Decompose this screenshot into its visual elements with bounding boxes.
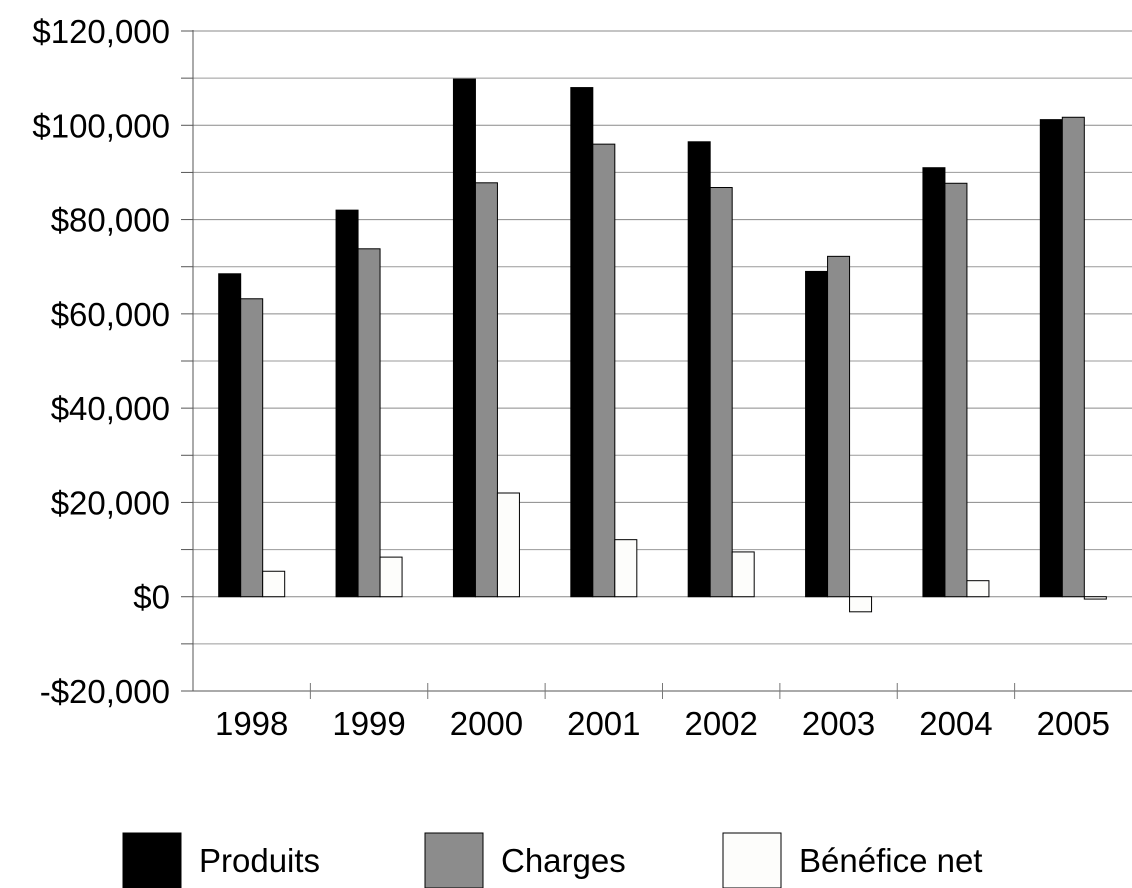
- legend-swatch: [122, 832, 182, 888]
- bar-b-n-fice-net-2002: [731, 551, 755, 598]
- x-axis: 1998 1999 2000 2001 2002 2003 2004 2005: [193, 683, 1132, 742]
- legend-label: Produits: [199, 842, 320, 879]
- x-tick-label: 2005: [1037, 705, 1110, 742]
- bar-charges-2005: [1061, 116, 1085, 598]
- bar-charges-2003: [827, 255, 851, 598]
- y-axis: -$20,000 $0 $20,000 $40,000 $60,000 $80,000 $1…: [32, 13, 194, 710]
- bar-charges-2001: [592, 143, 616, 598]
- y-tick-label: $80,000: [51, 202, 170, 239]
- x-tick-label: 2004: [919, 705, 992, 742]
- y-tick-label: $0: [133, 579, 170, 616]
- x-tick-label: 2000: [450, 705, 523, 742]
- x-tick-label: 2001: [567, 705, 640, 742]
- y-tick-label: $60,000: [51, 296, 170, 333]
- bars: [218, 78, 1107, 613]
- legend-label: Bénéfice net: [799, 842, 982, 879]
- bar-b-n-fice-net-2005: [1083, 596, 1107, 600]
- y-tick-label: $120,000: [32, 13, 170, 50]
- legend-label: Charges: [501, 842, 626, 879]
- legend-swatch: [722, 832, 782, 888]
- x-tick-label: 1999: [332, 705, 405, 742]
- x-tick-label: 2002: [684, 705, 757, 742]
- x-tick-label: 1998: [215, 705, 288, 742]
- x-tick-label: 2003: [802, 705, 875, 742]
- bar-produits-1999: [335, 209, 359, 598]
- bar-charges-2004: [944, 182, 968, 598]
- y-tick-label: $40,000: [51, 390, 170, 427]
- bar-b-n-fice-net-2004: [966, 580, 990, 598]
- bar-b-n-fice-net-1998: [262, 570, 286, 598]
- bar-b-n-fice-net-2003: [849, 596, 873, 613]
- bar-produits-2000: [452, 78, 476, 598]
- bar-produits-2004: [922, 167, 946, 598]
- bar-charges-2000: [474, 182, 498, 598]
- y-tick-label: $20,000: [51, 484, 170, 521]
- bar-produits-2001: [570, 87, 594, 598]
- y-tick-label: $100,000: [32, 107, 170, 144]
- bar-b-n-fice-net-2000: [496, 492, 520, 598]
- bar-produits-2002: [687, 141, 711, 598]
- bar-produits-2003: [805, 270, 829, 598]
- legend: Produits Charges Bénéfice net: [122, 832, 982, 888]
- bar-charges-1999: [357, 248, 381, 598]
- bar-b-n-fice-net-1999: [379, 556, 403, 598]
- bar-b-n-fice-net-2001: [614, 539, 638, 598]
- legend-swatch: [424, 832, 484, 888]
- bar-charges-2002: [709, 187, 733, 598]
- gridlines: [193, 30, 1132, 692]
- bar-charges-1998: [240, 298, 264, 598]
- y-tick-label: -$20,000: [40, 673, 170, 710]
- bar-produits-1998: [218, 273, 242, 598]
- bar-produits-2005: [1039, 119, 1063, 598]
